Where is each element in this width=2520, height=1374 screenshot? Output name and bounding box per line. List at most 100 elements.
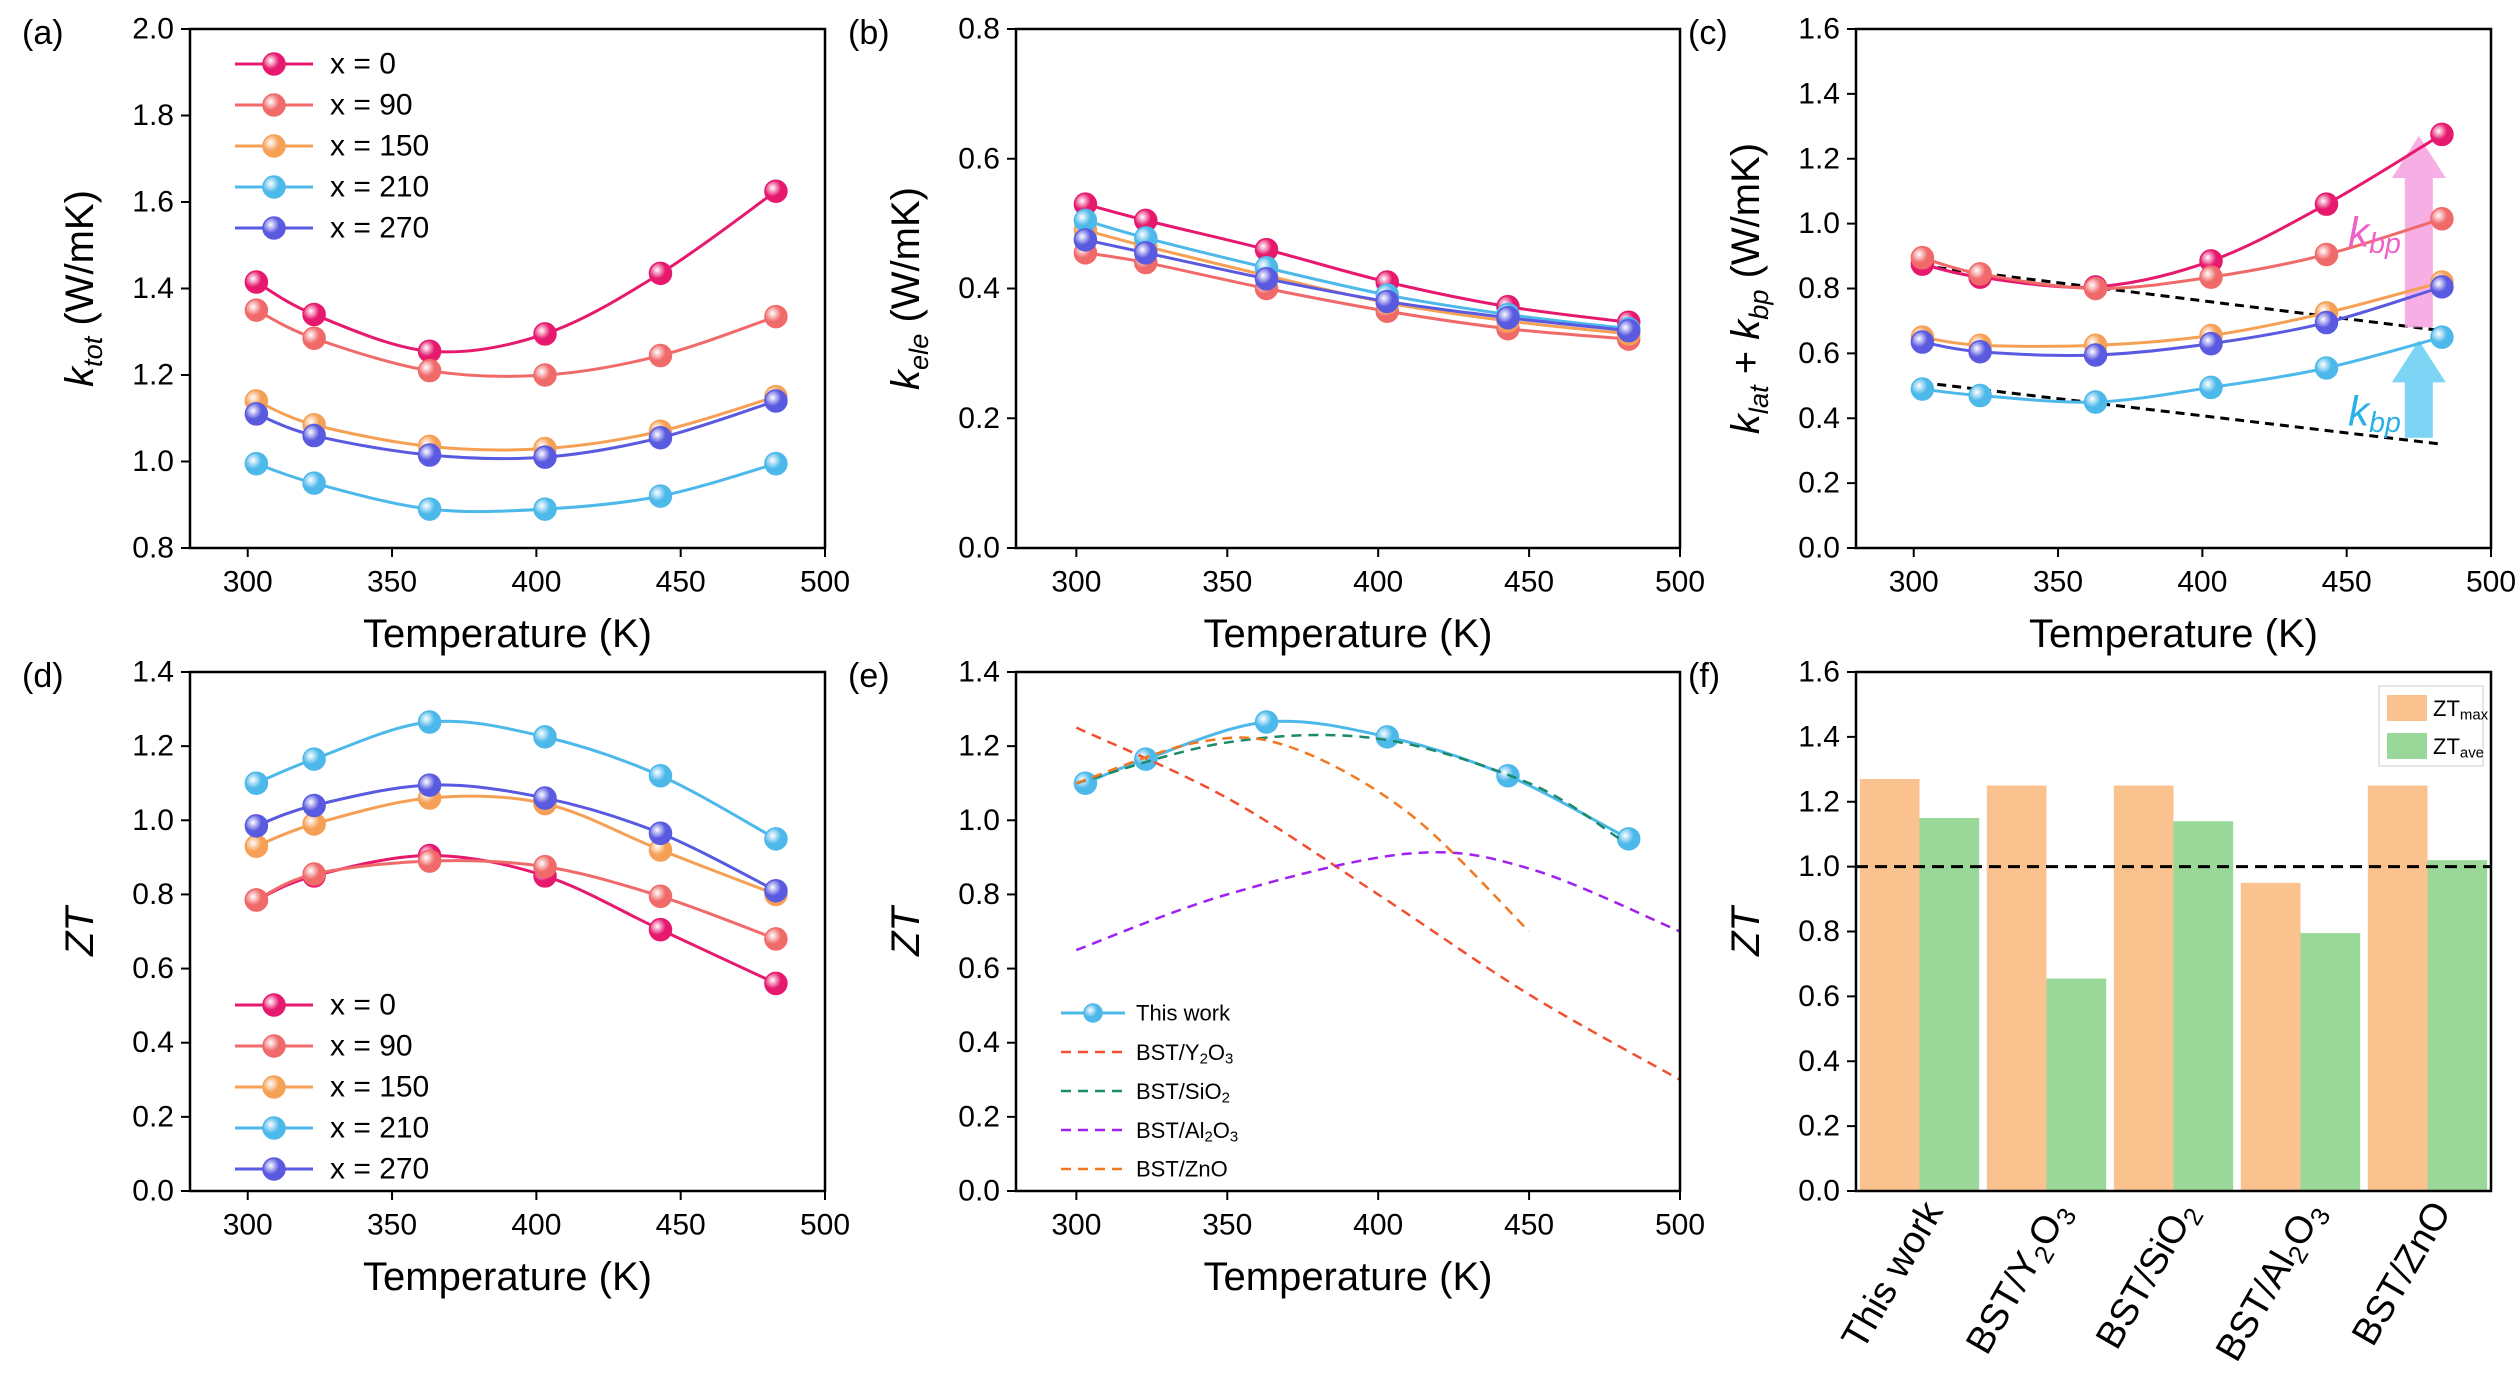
data-point <box>533 363 557 387</box>
series-line <box>255 395 777 452</box>
data-point <box>417 773 442 797</box>
bar <box>2367 785 2428 1191</box>
y-tick-label: 1.2 <box>1798 142 1840 175</box>
y-tick-label: 0.8 <box>958 878 1000 911</box>
legend-label: x = 210 <box>330 1112 429 1145</box>
y-tick-label: 0.8 <box>132 878 174 911</box>
y-tick-label: 1.6 <box>1798 13 1840 46</box>
text-part: BST/Al <box>2208 1245 2303 1368</box>
bar <box>1986 785 2047 1191</box>
plot-frame <box>1854 27 2493 550</box>
data-point <box>244 270 269 294</box>
y-tick-label: 0.8 <box>958 13 1000 46</box>
x-tick-label: BST/Al2O3 <box>2208 1195 2336 1371</box>
arrow <box>2391 340 2446 438</box>
y-tick-label: 1.2 <box>1798 785 1840 818</box>
data-point <box>1616 827 1641 851</box>
series-line <box>255 783 777 893</box>
y-tick-label: 0.4 <box>1798 402 1840 435</box>
x-axis-label: Temperature (K) <box>363 612 652 656</box>
y-tick-label: 0.6 <box>1798 337 1840 370</box>
x-tick-label: 400 <box>511 1209 561 1242</box>
data-point <box>1968 340 1992 364</box>
x-tick-label: 400 <box>2177 566 2227 599</box>
y-tick-label: 0.8 <box>1798 272 1840 305</box>
y-tick-label: 0.6 <box>958 952 1000 985</box>
x-tick-label: 450 <box>656 1209 706 1242</box>
data-point <box>1134 241 1158 265</box>
text-part: 3 <box>1230 1128 1238 1145</box>
text-part: O <box>1213 1118 1230 1143</box>
legend-label: This work <box>1136 1001 1231 1026</box>
panel-label: (a) <box>22 14 64 52</box>
text-part: ele <box>903 334 934 370</box>
text-part: ZT <box>58 905 102 957</box>
data-point <box>648 764 673 788</box>
bar <box>2427 860 2488 1191</box>
bar <box>2300 933 2361 1191</box>
text-part: (W/mK) <box>58 190 102 337</box>
data-point <box>648 261 673 286</box>
text-part: + <box>1724 340 1768 386</box>
data-point <box>648 484 673 508</box>
data-point <box>533 497 557 521</box>
panel-label: (d) <box>22 657 64 695</box>
legend-marker <box>1083 1003 1103 1023</box>
x-tick-label: 300 <box>223 1209 273 1242</box>
data-point <box>302 302 326 327</box>
text-part: 2 <box>1222 1089 1230 1106</box>
x-tick-label: 450 <box>2322 566 2372 599</box>
text-part: 2 <box>1200 1050 1208 1067</box>
panel-label: (b) <box>848 14 890 52</box>
text-part: BST/Y <box>1958 1245 2049 1361</box>
data-point <box>417 710 442 734</box>
data-point <box>2430 207 2454 231</box>
legend-label: BST/Al2O3 <box>1136 1118 1238 1146</box>
x-tick-label: 400 <box>1353 1209 1403 1242</box>
y-tick-label: 1.0 <box>1798 850 1840 883</box>
text-part: (W/mK) <box>884 187 928 334</box>
data-point <box>244 451 269 476</box>
x-tick-label: 300 <box>223 566 273 599</box>
y-tick-label: 1.4 <box>1798 720 1840 753</box>
data-point <box>648 884 673 909</box>
text-part: ZT <box>2433 734 2460 759</box>
y-tick-label: 1.2 <box>132 359 174 392</box>
text-part: BST/SiO <box>1136 1079 1222 1104</box>
legend-label: x = 270 <box>330 1153 429 1186</box>
text-part: ave <box>2460 744 2484 761</box>
data-point <box>1375 725 1399 749</box>
legend-marker <box>262 1034 286 1058</box>
legend-marker <box>262 993 286 1017</box>
legend-marker <box>262 216 286 240</box>
text-part: bp <box>2369 407 2401 439</box>
y-tick-label: 1.2 <box>958 730 1000 763</box>
text-part: k <box>2348 208 2371 255</box>
data-point <box>244 402 269 426</box>
reference-line <box>1922 381 2443 446</box>
x-tick-label: 300 <box>1889 566 1939 599</box>
data-point <box>764 878 788 903</box>
data-point <box>2430 325 2454 349</box>
y-tick-label: 0.2 <box>958 402 1000 435</box>
legend-label: ZTave <box>2433 734 2484 762</box>
data-point <box>533 786 557 810</box>
y-axis-label: ZT <box>884 905 928 957</box>
x-tick-label: BST/ZnO <box>2344 1195 2460 1353</box>
data-point <box>1910 245 1935 270</box>
data-point <box>2199 331 2223 356</box>
text-part: ZT <box>884 905 928 957</box>
x-tick-label: 450 <box>656 566 706 599</box>
y-tick-label: 1.6 <box>1798 656 1840 689</box>
data-point <box>1073 771 1098 795</box>
x-axis-label: Temperature (K) <box>2029 612 2318 656</box>
text-part: k <box>884 368 928 390</box>
legend-label: x = 0 <box>330 989 396 1022</box>
series-line <box>1085 238 1629 333</box>
data-point <box>2430 122 2454 147</box>
data-point <box>2199 265 2223 289</box>
y-tick-label: 0.4 <box>958 1026 1000 1059</box>
panel-label: (e) <box>848 657 890 695</box>
text-part: ZT <box>2433 696 2460 721</box>
